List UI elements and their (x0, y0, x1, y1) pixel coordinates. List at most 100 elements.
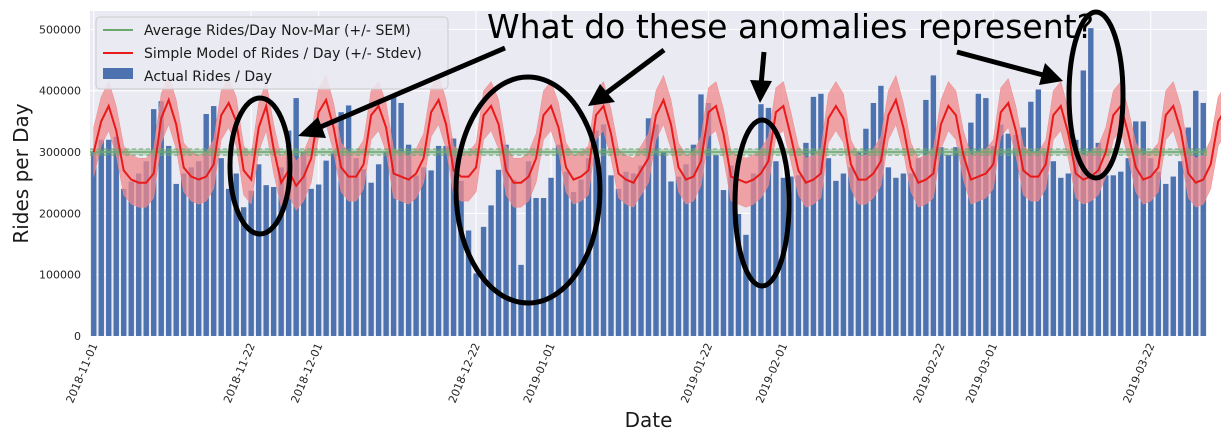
bar (945, 155, 952, 336)
bar (1163, 183, 1169, 336)
bar (818, 93, 824, 336)
bar (360, 169, 367, 336)
arrow-to-holidays (588, 47, 666, 106)
bar (720, 190, 727, 336)
legend-model-label: Simple Model of Rides / Day (+/- Stdev) (144, 46, 422, 62)
bar (398, 102, 404, 336)
bar (495, 169, 502, 336)
bar (278, 167, 284, 336)
x-tick-label: 2018-12-01 (288, 341, 325, 405)
legend: Average Rides/Day Nov-Mar (+/- SEM) Simp… (95, 16, 449, 90)
bar (675, 176, 682, 336)
bar (1133, 121, 1139, 337)
bar (623, 171, 629, 336)
bar (1020, 127, 1027, 337)
bar (570, 191, 577, 336)
bar (196, 161, 202, 336)
bar (555, 144, 562, 336)
bar (930, 75, 937, 337)
bar (1065, 173, 1072, 336)
bar (203, 114, 209, 337)
anomaly-annotations (227, 9, 1126, 306)
legend-actual-label: Actual Rides / Day (144, 69, 272, 85)
y-tick-labels: 0 100000 200000 300000 400000 500000 (39, 23, 81, 343)
bar (795, 175, 802, 336)
bar (270, 186, 277, 336)
anomaly-circle-march-peak (1066, 9, 1126, 181)
bar (158, 101, 164, 336)
bar (735, 213, 742, 336)
bar (848, 167, 854, 336)
x-tick-label: 2019-02-01 (753, 341, 790, 405)
bar (713, 155, 719, 336)
bar (323, 160, 329, 336)
legend-average-label: Average Rides/Day Nov-Mar (+/- SEM) (144, 23, 411, 39)
bar (600, 124, 607, 337)
bar (1035, 89, 1042, 336)
bar (773, 161, 779, 336)
bar (173, 183, 179, 336)
bar (615, 188, 622, 336)
bar (608, 175, 614, 336)
bar (166, 145, 172, 336)
bar (525, 161, 532, 336)
y-tick-label: 500000 (39, 23, 81, 36)
bar (368, 182, 374, 336)
bar (465, 230, 472, 336)
bar (870, 102, 877, 336)
bar (428, 170, 434, 336)
bar (938, 147, 944, 336)
bar (983, 98, 989, 336)
y-tick-label: 400000 (39, 85, 81, 98)
bar (998, 124, 1004, 337)
bar (121, 188, 127, 336)
bar (1155, 171, 1161, 336)
legend-actual-swatch (103, 68, 133, 79)
bar (300, 152, 307, 336)
bar (900, 173, 907, 336)
bar (443, 145, 449, 336)
bar (578, 179, 584, 336)
bar (660, 152, 667, 336)
x-axis-label: Date (625, 408, 673, 432)
bar (473, 273, 479, 336)
bar (383, 152, 389, 336)
bar (488, 205, 494, 336)
bar (330, 153, 337, 336)
bar (915, 158, 922, 336)
arrow-to-polar-vortex (750, 51, 772, 103)
bar (181, 173, 187, 336)
bar (698, 94, 704, 336)
bar (1005, 133, 1012, 336)
x-tick-label: 2019-01-01 (521, 341, 558, 405)
bar (450, 138, 457, 336)
bar (765, 107, 772, 336)
arrow-to-thanksgiving (298, 45, 506, 138)
legend-box (95, 16, 449, 90)
bar (690, 144, 697, 336)
bar (405, 144, 412, 336)
bar (458, 180, 464, 336)
bar (1140, 121, 1146, 337)
bar (240, 207, 247, 336)
bar (420, 167, 427, 336)
x-tick-label: 2019-02-22 (911, 341, 948, 405)
bar (1050, 161, 1057, 336)
bar (218, 158, 224, 336)
bar (668, 181, 674, 336)
bar (390, 95, 397, 336)
x-tick-label: 2018-11-22 (221, 341, 258, 405)
model-line (92, 96, 1221, 188)
bar (315, 184, 322, 336)
bar (645, 118, 652, 337)
bar (1043, 152, 1049, 336)
bar (990, 145, 997, 336)
annotation-title: What do these anomalies represent? (487, 7, 1094, 46)
bar (435, 145, 442, 336)
bar (285, 130, 292, 336)
bar (413, 175, 419, 336)
bar (353, 158, 359, 336)
bar (510, 179, 517, 336)
bar (128, 181, 134, 336)
